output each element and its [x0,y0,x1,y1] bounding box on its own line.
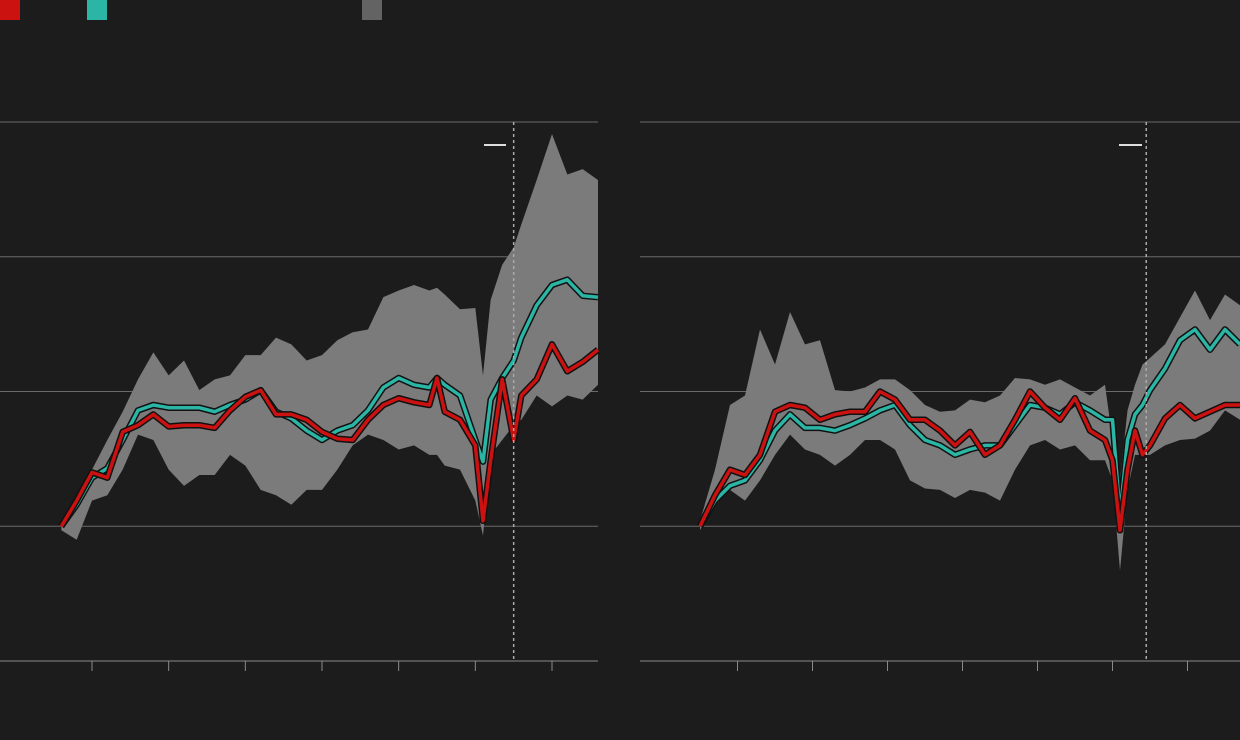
legend-swatch [0,0,20,20]
range-band [61,134,599,540]
line [698,327,1240,528]
line [698,389,1240,533]
legend-swatch [87,0,107,20]
legend-swatch [362,0,382,20]
line [59,277,599,528]
line [59,342,600,528]
